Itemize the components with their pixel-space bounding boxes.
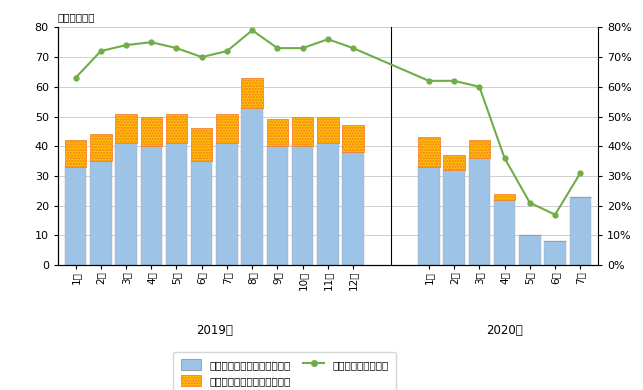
Bar [418,137,440,167]
Bar [141,117,162,146]
Text: 2019年: 2019年 [196,324,233,337]
Bar [242,108,263,265]
Bar [115,143,137,265]
Bar [166,143,187,265]
Bar [469,140,490,158]
Bar [267,119,288,146]
Bar [141,146,162,265]
Bar [317,143,339,265]
Bar [292,117,313,146]
Bar [292,146,313,265]
Bar [343,126,364,152]
Bar [216,143,238,265]
Bar [519,236,541,265]
Bar [444,170,465,265]
Bar [444,155,465,170]
Bar [545,241,566,265]
Bar [65,140,86,167]
Bar [494,194,515,200]
Bar [115,113,137,143]
Bar [90,161,111,265]
Bar [191,161,212,265]
Text: （百万人泊）: （百万人泊） [58,12,95,23]
Bar [216,113,238,143]
Bar [191,128,212,161]
Bar [494,200,515,265]
Bar [570,197,591,265]
Bar [242,78,263,108]
Bar [469,158,490,265]
Legend: 日本人延べ宿泊者数（左軸）, 外国人延べ宿泊者数（左軸）, 客室稼偐率（右軸）: 日本人延べ宿泊者数（左軸）, 外国人延べ宿泊者数（左軸）, 客室稼偐率（右軸） [173,352,396,390]
Bar [418,167,440,265]
Bar [343,152,364,265]
Bar [317,117,339,143]
Bar [65,167,86,265]
Bar [166,113,187,143]
Bar [90,134,111,161]
Text: 2020年: 2020年 [486,324,523,337]
Bar [267,146,288,265]
